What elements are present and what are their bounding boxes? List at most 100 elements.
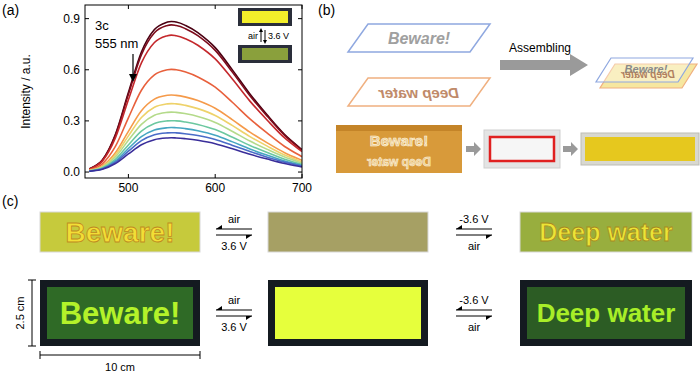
- arrow-head: [216, 306, 222, 310]
- photo-spacer: [484, 130, 560, 168]
- inset-photo-frame: [238, 45, 292, 63]
- x-tick: [302, 5, 303, 9]
- photo-uv-bright: [275, 287, 421, 339]
- plate-text: Deep water: [378, 84, 459, 101]
- arrow-head: [246, 235, 252, 239]
- x-tick: [215, 174, 216, 178]
- dimension-tick: [200, 351, 201, 359]
- arrow-label: -3.6 V: [459, 213, 489, 225]
- photo-device-fill: [585, 137, 695, 161]
- photo-uv: [47, 287, 193, 339]
- panel-label: (c): [2, 193, 18, 209]
- small-arrow: [563, 142, 578, 156]
- plate-text: Beware!: [388, 30, 451, 47]
- dimension-tick: [40, 351, 41, 359]
- block-arrow: [500, 54, 588, 76]
- arrow-label: Assembling: [509, 41, 571, 55]
- dimension-line: [40, 355, 200, 356]
- arrow-head: [456, 225, 462, 229]
- photo-frame: [520, 280, 692, 346]
- x-tick: [128, 5, 129, 9]
- y-tick: [298, 18, 302, 19]
- arrow-label: air: [468, 321, 481, 333]
- dimension-tick: [28, 280, 36, 281]
- device-text: Deep water: [539, 218, 673, 246]
- spectrum-line: [89, 138, 302, 172]
- arrow-head: [263, 40, 267, 44]
- lines: [89, 21, 302, 171]
- photo-frame-red: [490, 137, 554, 161]
- mirrored: Deep water: [378, 84, 459, 101]
- y-tick-label: 0.9: [63, 12, 80, 26]
- device-text: Beware!: [66, 217, 175, 248]
- panel-label: (b): [318, 2, 335, 18]
- photo-edge: [336, 125, 462, 131]
- figure: (a)0.00.30.60.9500600700Intensity / a.u.…: [0, 0, 700, 378]
- y-tick: [298, 120, 302, 121]
- photo-on: [520, 212, 692, 252]
- x-tick-label: 700: [292, 181, 312, 195]
- y-tick: [85, 120, 89, 121]
- panel-b: (b) Beware! Deep water Assembling Beware! Dee…: [318, 2, 699, 173]
- photo-frame: [268, 280, 428, 346]
- plate-text: Deep water: [620, 69, 674, 80]
- arrow-label: air: [468, 240, 481, 252]
- x-tick: [128, 174, 129, 178]
- device-text: Deep water: [537, 298, 676, 328]
- photo-device: [581, 133, 699, 165]
- photo-text: Deep water: [367, 155, 431, 169]
- spectrum-line: [89, 133, 302, 172]
- inset-photo-dim: [242, 48, 288, 60]
- dimension-label: 10 cm: [105, 361, 135, 373]
- y-tick: [298, 172, 302, 173]
- inset: air 3.6 V: [238, 8, 292, 63]
- plate-orange: [348, 78, 490, 106]
- x-tick-label: 600: [205, 181, 225, 195]
- plate-blue: [348, 24, 490, 52]
- inset-label: air: [248, 31, 258, 41]
- plate-blue: [596, 58, 693, 82]
- spectrum-line: [89, 112, 302, 171]
- arrow: [132, 54, 133, 76]
- y-tick: [85, 69, 89, 70]
- row: Beware! Deep water air 3.6 V -3.6 V air: [40, 280, 692, 346]
- arrow-label: air: [228, 213, 241, 225]
- arrow-label: 3.6 V: [221, 240, 247, 252]
- plot-frame: [85, 5, 302, 178]
- dimension-tick: [28, 346, 36, 347]
- arrow-label: -3.6 V: [459, 294, 489, 306]
- x-tick: [215, 5, 216, 9]
- inset-label: 3.6 V: [268, 31, 289, 41]
- mirrored: Deep water: [620, 69, 674, 80]
- arrow-label: air: [228, 294, 241, 306]
- device-text: Beware!: [60, 296, 181, 331]
- row: Beware! Deep water air 3.6 V -3.6 V air: [40, 212, 692, 252]
- photo-on: [40, 212, 200, 252]
- arrow-head: [486, 316, 492, 320]
- arrow-head: [486, 235, 492, 239]
- spectrum-line: [89, 104, 302, 171]
- arrow-head: [216, 225, 222, 229]
- panel-a: (a)0.00.30.60.9500600700Intensity / a.u.…: [2, 2, 312, 195]
- arrow-head: [259, 28, 263, 32]
- spectrum-line: [89, 121, 302, 171]
- arrow-head: [129, 74, 137, 82]
- y-tick: [85, 18, 89, 19]
- y-tick: [298, 69, 302, 70]
- x-tick: [302, 174, 303, 178]
- dimension-label: 2.5 cm: [14, 296, 26, 329]
- photo-text: Beware!: [370, 132, 428, 149]
- photo-off: [268, 212, 428, 252]
- x-tick-label: 500: [118, 181, 138, 195]
- y-axis-label: Intensity / a.u.: [19, 54, 33, 129]
- photo-uv: [527, 287, 685, 339]
- y-tick-label: 0.6: [63, 63, 80, 77]
- spectrum-line: [89, 95, 302, 171]
- arrow-head: [246, 316, 252, 320]
- panel-c: (c)Beware!Deep waterair3.6 V-3.6 VairBew…: [2, 193, 692, 373]
- arrow-label: 3.6 V: [221, 321, 247, 333]
- inset-photo-bright: [242, 11, 288, 23]
- y-tick-label: 0.3: [63, 114, 80, 128]
- photo-frame: [40, 280, 200, 346]
- inset-photo-frame: [238, 8, 292, 26]
